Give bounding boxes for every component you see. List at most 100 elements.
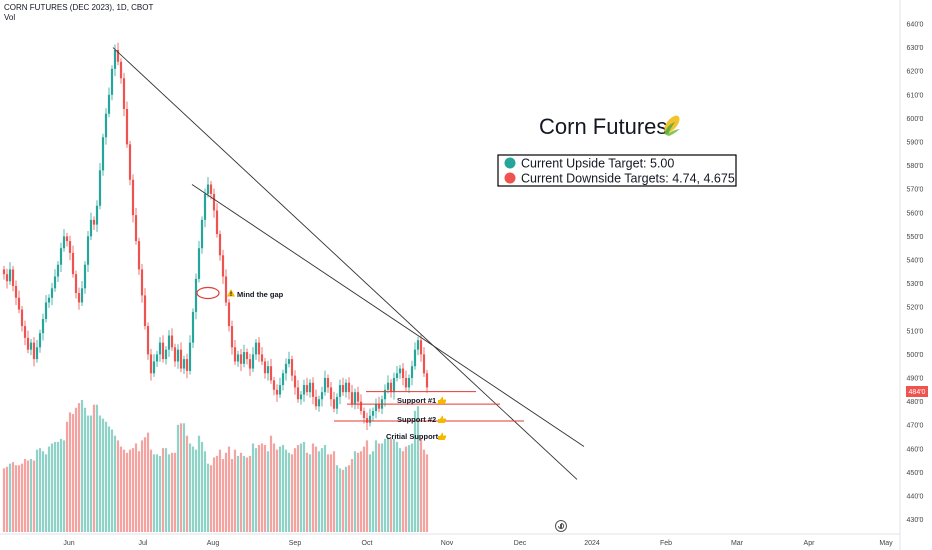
candle-body: [44, 302, 48, 319]
volume-bar: [185, 435, 189, 532]
volume-bar: [422, 449, 426, 532]
volume-bar: [275, 449, 279, 532]
volume-bar: [89, 415, 93, 532]
candle-body: [251, 354, 255, 369]
candle-body: [98, 170, 102, 206]
candle-body: [329, 387, 333, 400]
candle-body: [206, 184, 210, 194]
candle-body: [170, 335, 174, 348]
trendline[interactable]: [191, 184, 585, 447]
volume-bar: [71, 413, 75, 532]
y-tick-label: 450'0: [907, 470, 924, 477]
price-tag-bg: [906, 386, 928, 397]
candle-body: [266, 366, 270, 374]
volume-bar: [269, 435, 273, 532]
x-tick-label: Apr: [804, 540, 816, 547]
volume-bar: [230, 459, 234, 532]
candle-body: [86, 236, 90, 265]
volume-bar: [362, 446, 366, 532]
candle-body: [128, 144, 132, 180]
reset-icon[interactable]: [555, 520, 567, 532]
volume-bar: [194, 449, 198, 532]
candle-body: [368, 415, 372, 423]
candle-body: [281, 373, 285, 386]
volume-bar: [287, 452, 291, 532]
y-tick-label: 580'0: [907, 163, 924, 170]
candle-body: [32, 342, 36, 360]
candle-body: [323, 378, 327, 393]
volume-bar: [332, 451, 336, 532]
volume-bar: [296, 445, 300, 532]
candle-body: [116, 49, 120, 62]
volume-bar: [311, 443, 315, 532]
y-tick-label: 460'0: [907, 446, 924, 453]
volume-bar: [236, 455, 240, 532]
candle-body: [422, 354, 426, 374]
candle-body: [203, 193, 207, 220]
volume-bar: [101, 418, 105, 532]
candle-body: [362, 411, 366, 419]
candle-body: [239, 354, 243, 364]
downside-marker-icon: [504, 172, 516, 184]
volume-bar: [176, 424, 180, 532]
candle-body: [221, 255, 225, 277]
volume-bar: [158, 455, 162, 532]
candle-body: [410, 366, 414, 378]
volume-bar: [74, 407, 78, 532]
candle-body: [50, 288, 54, 298]
volume-bar: [248, 455, 252, 532]
volume-bar: [206, 463, 210, 532]
volume-bar: [77, 403, 81, 532]
volume-bar: [14, 465, 18, 532]
trendline[interactable]: [112, 47, 578, 480]
volume-bar: [161, 448, 165, 532]
volume-bar: [281, 445, 285, 532]
candle-body: [263, 361, 267, 374]
volume-bar: [383, 438, 387, 532]
candle-body: [164, 349, 168, 360]
volume-bar: [221, 459, 225, 532]
volume-bar: [302, 441, 306, 532]
volume-bar: [173, 452, 177, 532]
volume-bar: [50, 443, 54, 532]
candle-body: [302, 385, 306, 395]
y-tick-label: 480'0: [907, 399, 924, 406]
upside-marker-icon: [504, 157, 516, 169]
candle-body: [200, 219, 204, 249]
candle-body: [62, 236, 66, 249]
volume-bar: [242, 455, 246, 532]
candle-body: [41, 319, 45, 334]
candle-body: [209, 184, 213, 194]
candle-body: [197, 248, 201, 279]
candle-body: [2, 269, 6, 275]
volume-bar: [149, 449, 153, 532]
candle-body: [284, 363, 288, 374]
volume-bar: [419, 438, 423, 532]
volume-bar: [107, 426, 111, 532]
candle-body: [317, 399, 321, 407]
candle-body: [5, 274, 9, 282]
volume-bar: [377, 443, 381, 532]
candle-body: [269, 366, 273, 381]
volume-bar: [200, 441, 204, 532]
volume-bar: [104, 421, 108, 532]
candle-body: [38, 333, 42, 348]
candle-body: [179, 349, 183, 369]
candle-body: [101, 137, 105, 171]
candle-body: [293, 375, 297, 388]
volume-bar: [170, 452, 174, 532]
candle-body: [161, 342, 165, 360]
x-tick-label: Mar: [731, 540, 744, 547]
volume-bar: [323, 445, 327, 532]
candle-body: [287, 359, 291, 364]
volume-bar: [410, 443, 414, 532]
y-tick-label: 490'0: [907, 376, 924, 383]
volume-bar: [353, 451, 357, 532]
volume-bar: [23, 459, 27, 532]
x-tick-label: 2024: [584, 540, 600, 547]
volume-bar: [239, 452, 243, 532]
candle-body: [395, 373, 399, 378]
candle-body: [254, 342, 258, 355]
volume-bar: [278, 446, 282, 532]
